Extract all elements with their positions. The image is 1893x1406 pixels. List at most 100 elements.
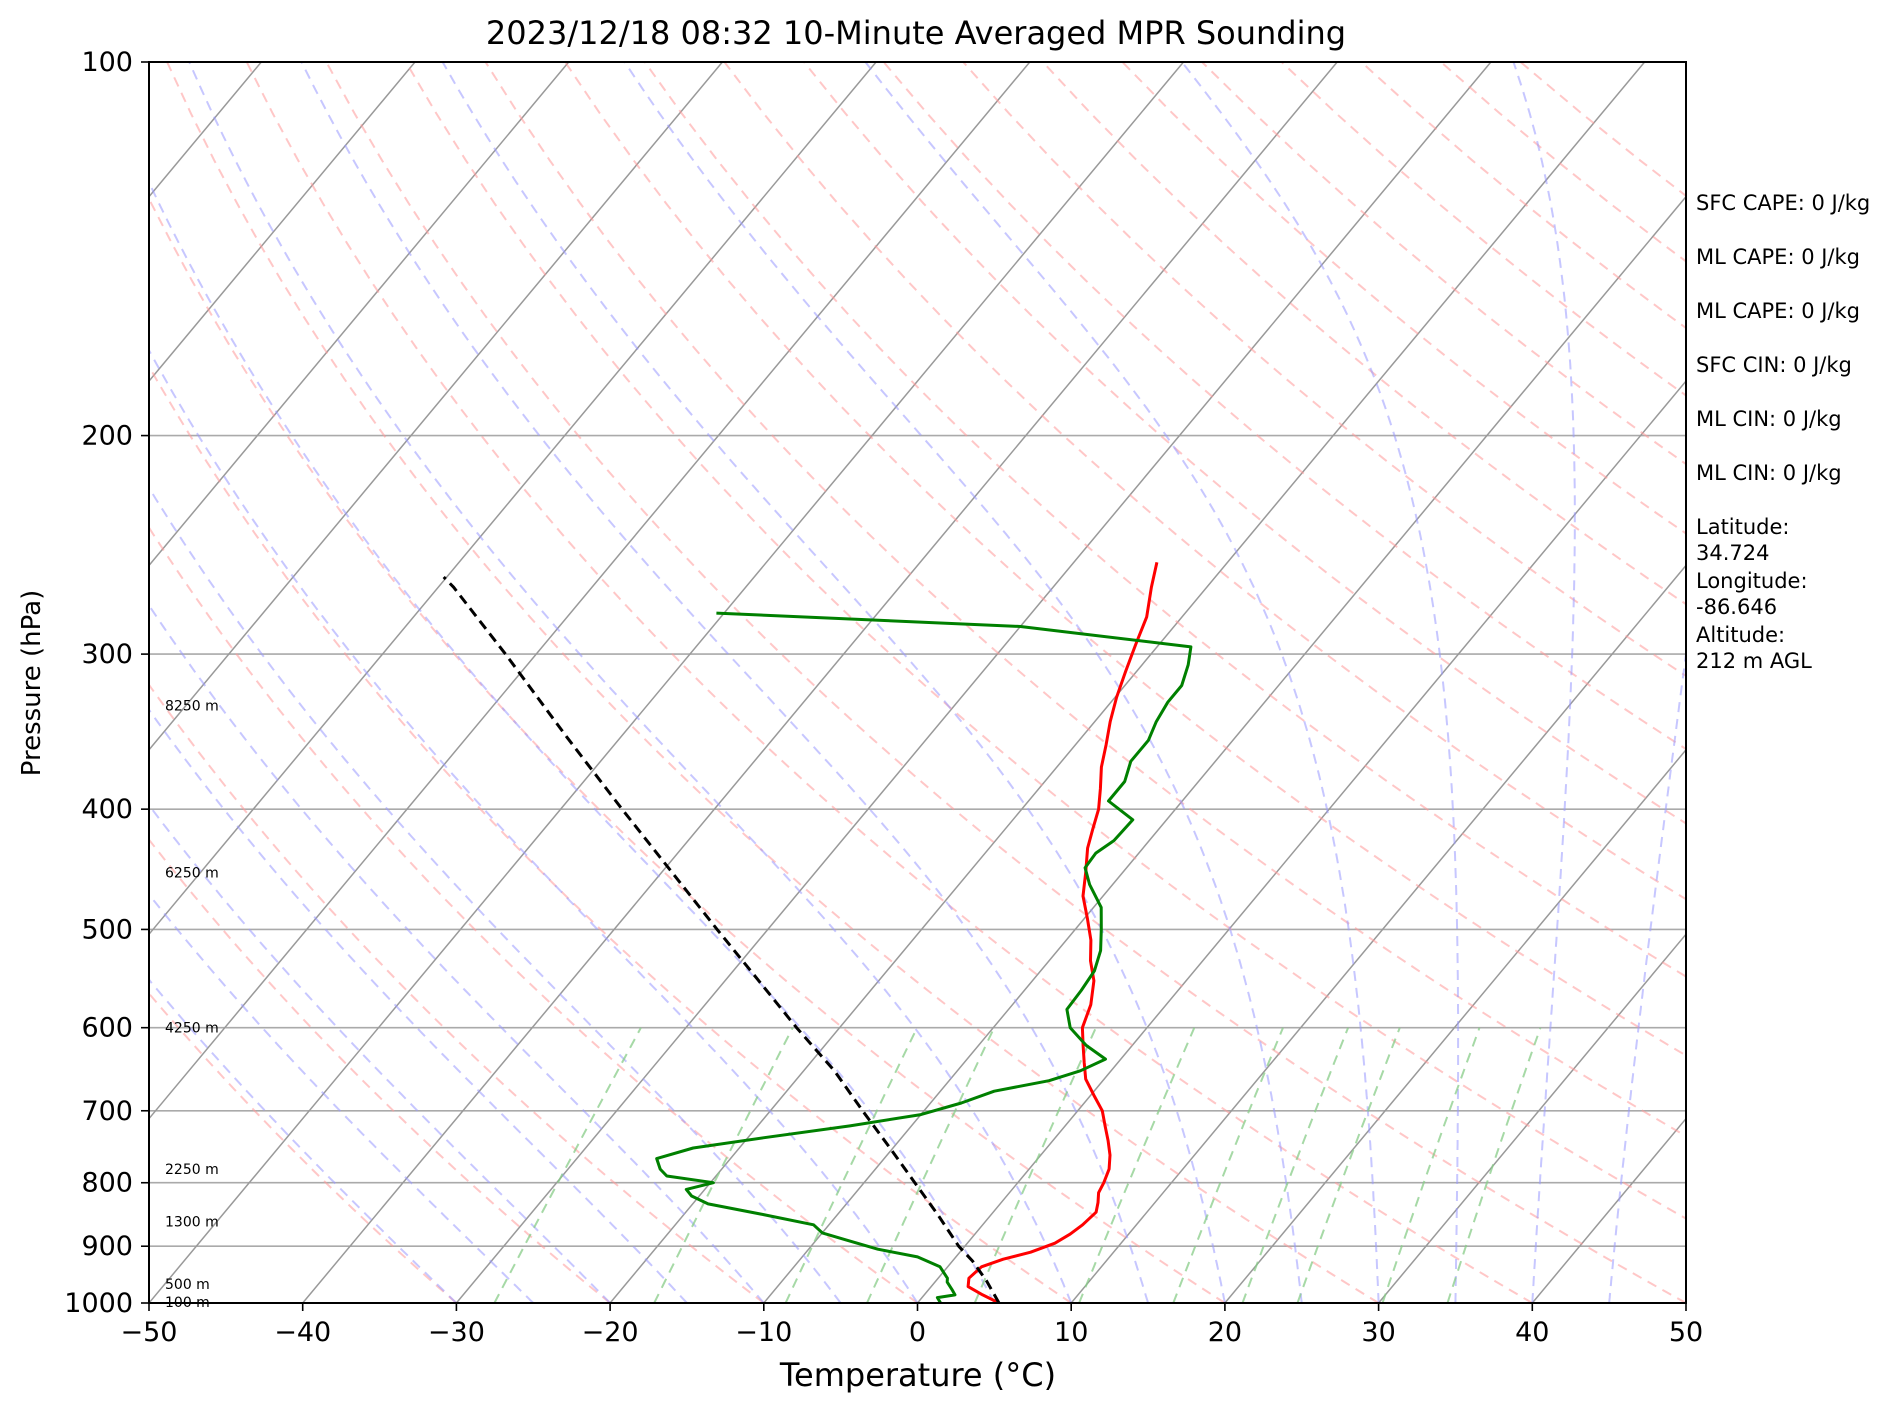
dry-adiabat-line bbox=[405, 62, 1686, 1220]
x-tick-label: 10 bbox=[1054, 1317, 1088, 1348]
x-tick-label: −10 bbox=[735, 1317, 792, 1348]
side-info-item: ML CAPE: 0 J/kg bbox=[1696, 299, 1860, 323]
x-tick-label: 50 bbox=[1669, 1317, 1703, 1348]
moist-adiabat-line bbox=[149, 708, 688, 1303]
isotherm-line bbox=[455, 62, 1492, 1303]
mixing-ratio-line bbox=[1241, 1027, 1350, 1303]
height-label: 4250 m bbox=[165, 1021, 219, 1037]
height-label: 8250 m bbox=[165, 698, 219, 714]
x-axis-title: Temperature (°C) bbox=[779, 1356, 1056, 1394]
isotherm-line bbox=[149, 62, 570, 567]
y-axis: 100 200 300 400 500 600 700 800 900 1000 bbox=[64, 47, 149, 1319]
x-tick-label: −40 bbox=[274, 1317, 331, 1348]
height-label: 2250 m bbox=[165, 1162, 219, 1178]
mixing-ratio-line bbox=[1296, 1027, 1401, 1303]
side-info-item: Latitude: 34.724 bbox=[1696, 515, 1790, 565]
mixing-ratio-line bbox=[1172, 1027, 1284, 1303]
moist-adiabat-line bbox=[149, 978, 458, 1303]
mixing-ratio-line bbox=[1078, 1027, 1196, 1303]
side-info-item: ML CAPE: 0 J/kg bbox=[1696, 245, 1860, 269]
x-tick-label: −20 bbox=[582, 1317, 639, 1348]
moist-adiabat-line bbox=[441, 62, 1226, 1303]
isotherm-line bbox=[149, 62, 877, 936]
x-tick-label: 30 bbox=[1361, 1317, 1395, 1348]
y-tick-label: 1000 bbox=[64, 1288, 133, 1319]
isotherm-line bbox=[763, 195, 1686, 1303]
y-tick-label: 600 bbox=[81, 1013, 133, 1044]
height-label: 100 m bbox=[165, 1295, 210, 1311]
x-tick-label: −50 bbox=[121, 1317, 178, 1348]
dry-adiabat-line bbox=[723, 62, 1686, 901]
side-info-item: Altitude: 212 m AGL bbox=[1696, 623, 1812, 673]
x-axis: −50 −40 −30 −20 −10 0 10 20 30 40 50 bbox=[121, 1303, 1703, 1348]
background-lines bbox=[149, 62, 1686, 1303]
isotherm-line bbox=[609, 62, 1646, 1303]
y-tick-label: 200 bbox=[81, 421, 133, 452]
isotherm-line bbox=[916, 379, 1686, 1303]
dry-adiabat-line bbox=[149, 683, 765, 1303]
dry-adiabat-line bbox=[166, 62, 1380, 1303]
mixing-ratio-line bbox=[653, 1027, 794, 1303]
y-tick-label: 100 bbox=[81, 47, 133, 78]
y-axis-title: Pressure (hPa) bbox=[17, 590, 47, 777]
moist-adiabat-line bbox=[864, 62, 1380, 1303]
moist-adiabat-line bbox=[149, 803, 611, 1303]
mixing-ratio-line bbox=[493, 1027, 642, 1303]
dry-adiabat-line bbox=[484, 62, 1686, 1138]
x-tick-label: 40 bbox=[1515, 1317, 1549, 1348]
dry-adiabat-line bbox=[1042, 62, 1686, 606]
moist-adiabat-line bbox=[149, 485, 842, 1303]
y-tick-label: 300 bbox=[81, 639, 133, 670]
moist-adiabat-line bbox=[149, 180, 996, 1303]
isotherm-line bbox=[149, 62, 416, 383]
height-label: 500 m bbox=[165, 1277, 210, 1293]
mixing-ratio-line bbox=[1446, 1027, 1542, 1303]
dry-adiabat-line bbox=[149, 992, 458, 1303]
chart-title: 2023/12/18 08:32 10-Minute Averaged MPR … bbox=[486, 14, 1346, 52]
dry-adiabat-line bbox=[325, 62, 1686, 1303]
y-tick-label: 800 bbox=[81, 1168, 133, 1199]
isotherm-line bbox=[149, 62, 723, 752]
mixing-ratio-line bbox=[1381, 1027, 1481, 1303]
y-tick-label: 400 bbox=[81, 794, 133, 825]
isotherm-line bbox=[1070, 564, 1686, 1303]
dewpoint-profile bbox=[655, 611, 1193, 1303]
mixing-ratio-line bbox=[973, 1027, 1097, 1303]
dry-adiabat-line bbox=[882, 62, 1686, 751]
y-tick-label: 900 bbox=[81, 1231, 133, 1262]
isotherm-line bbox=[149, 62, 1031, 1120]
side-info-item: Longitude: -86.646 bbox=[1696, 569, 1808, 619]
height-label: 1300 m bbox=[165, 1215, 219, 1231]
y-tick-label: 500 bbox=[81, 914, 133, 945]
moist-adiabat-line bbox=[1181, 62, 1460, 1303]
data-lines bbox=[442, 561, 1193, 1303]
isotherm-line bbox=[302, 62, 1338, 1303]
moist-adiabat-line bbox=[188, 62, 1073, 1303]
side-info-item: SFC CAPE: 0 J/kg bbox=[1696, 191, 1870, 215]
side-info-panel: SFC CAPE: 0 J/kg ML CAPE: 0 J/kg ML CAPE: … bbox=[1696, 191, 1870, 673]
isotherm-line bbox=[1224, 748, 1686, 1303]
moist-adiabat-line bbox=[1512, 62, 1576, 1303]
dry-adiabat-line bbox=[564, 62, 1686, 1057]
side-info-item: ML CIN: 0 J/kg bbox=[1696, 407, 1842, 431]
isotherm-line bbox=[1378, 933, 1686, 1303]
height-labels: 100 m 500 m 1300 m 2250 m 4250 m 6250 m 8250 m bbox=[165, 698, 219, 1310]
height-label: 6250 m bbox=[165, 866, 219, 882]
isotherm-line bbox=[149, 62, 1185, 1303]
mixing-ratio-line bbox=[866, 1027, 996, 1303]
x-tick-label: −30 bbox=[428, 1317, 485, 1348]
moist-adiabat-line bbox=[300, 62, 1149, 1303]
dry-adiabat-line bbox=[643, 62, 1686, 978]
plot-frame bbox=[148, 61, 1687, 1304]
side-info-item: SFC CIN: 0 J/kg bbox=[1696, 353, 1852, 377]
temperature-profile bbox=[966, 561, 1159, 1303]
moist-adiabat-line bbox=[149, 892, 534, 1303]
x-tick-label: 0 bbox=[909, 1317, 926, 1348]
x-tick-label: 20 bbox=[1208, 1317, 1242, 1348]
moist-adiabat-line bbox=[623, 62, 1303, 1303]
parcel-profile bbox=[442, 575, 1001, 1303]
y-tick-label: 700 bbox=[81, 1096, 133, 1127]
mixing-ratio-line bbox=[784, 1027, 918, 1303]
moist-adiabat-line bbox=[149, 603, 765, 1303]
